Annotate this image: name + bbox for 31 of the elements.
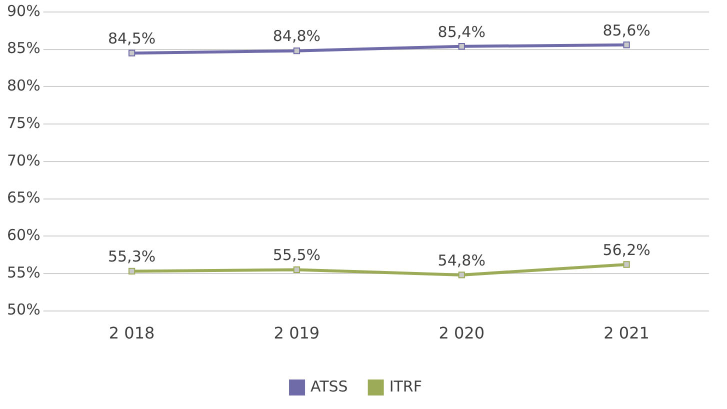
y-tick-label: 85% (6, 39, 40, 58)
y-tick-label: 80% (6, 76, 40, 95)
x-tick-label: 2 019 (274, 324, 320, 343)
data-label: 84,8% (272, 27, 321, 46)
point (293, 48, 300, 54)
y-tick-label: 90% (6, 2, 40, 20)
point (128, 50, 136, 56)
y-tick-label: 55% (6, 263, 40, 282)
x-tick-label: 2 018 (108, 324, 155, 343)
legend-label: ITRF (389, 377, 422, 396)
point (128, 268, 136, 275)
x-tick-label: 2 020 (438, 324, 485, 343)
data-label: 54,8% (438, 251, 486, 270)
y-tick-label: 65% (6, 188, 40, 207)
point (623, 42, 630, 48)
point (293, 266, 300, 274)
data-label: 55,5% (272, 246, 321, 264)
point (458, 43, 465, 50)
point (458, 272, 465, 278)
legend-label: ATSS (310, 377, 348, 396)
y-tick-label: 70% (6, 151, 40, 170)
data-label: 85,6% (602, 21, 650, 40)
data-label: 85,4% (438, 22, 486, 41)
data-label: 55,3% (108, 248, 156, 266)
point (623, 261, 630, 268)
y-tick-label: 75% (6, 114, 40, 132)
y-tick-label: 60% (6, 226, 40, 244)
x-tick-label: 2 021 (604, 324, 650, 343)
data-label: 84,5% (108, 29, 156, 48)
y-tick-label: 50% (6, 300, 40, 319)
data-label: 56,2% (602, 240, 650, 259)
